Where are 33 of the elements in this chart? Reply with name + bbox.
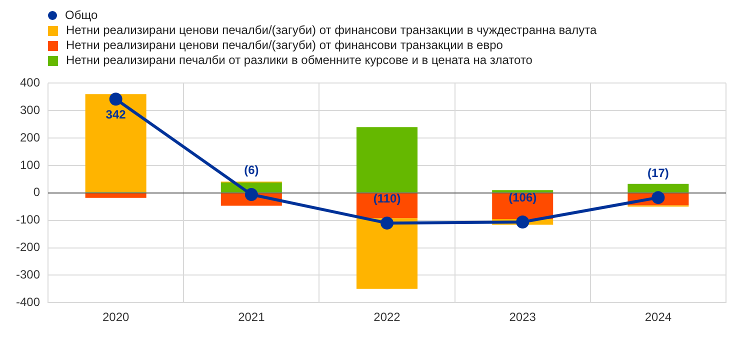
point	[652, 191, 665, 204]
y-tick-label: -200	[16, 240, 40, 254]
data-label: 342	[106, 107, 126, 122]
legend-label: Нетни реализирани печалби от разлики в обменните курсове и в цената на златото	[66, 53, 532, 68]
legend-label: Нетни реализирани ценови печалби/(загуби) от финансови транзакции в чуждестранна валута	[66, 23, 597, 38]
point	[516, 215, 530, 228]
x-tick-label: 2020	[102, 310, 130, 324]
y-tick-label: 100	[20, 158, 40, 172]
y-tick-label: -100	[16, 212, 40, 227]
data-label: (110)	[373, 191, 401, 206]
data-label: (6)	[244, 162, 259, 177]
bar	[356, 218, 418, 289]
point	[109, 92, 122, 106]
point	[380, 216, 394, 230]
y-tick-label: 300	[20, 102, 40, 117]
x-tick-label: 2022	[374, 310, 401, 324]
y-tick-label: -300	[16, 267, 40, 282]
point	[244, 188, 258, 202]
bar	[85, 193, 146, 198]
legend-label: Нетни реализирани ценови печалби/(загуби) от финансови транзакции в евро	[66, 38, 503, 53]
bar	[628, 184, 689, 192]
y-tick-label: 400	[20, 76, 40, 90]
x-tick-label: 2024	[644, 310, 672, 324]
legend-label: Общо	[65, 8, 98, 23]
y-tick-label: -400	[16, 294, 40, 309]
y-tick-label: 0	[33, 185, 40, 200]
data-label: (106)	[508, 190, 537, 204]
data-label: (17)	[648, 166, 669, 180]
x-tick-label: 2023	[509, 310, 536, 324]
bar	[356, 127, 418, 192]
x-tick-label: 2021	[238, 310, 266, 324]
y-tick-label: 200	[20, 130, 40, 144]
bar	[85, 94, 146, 192]
